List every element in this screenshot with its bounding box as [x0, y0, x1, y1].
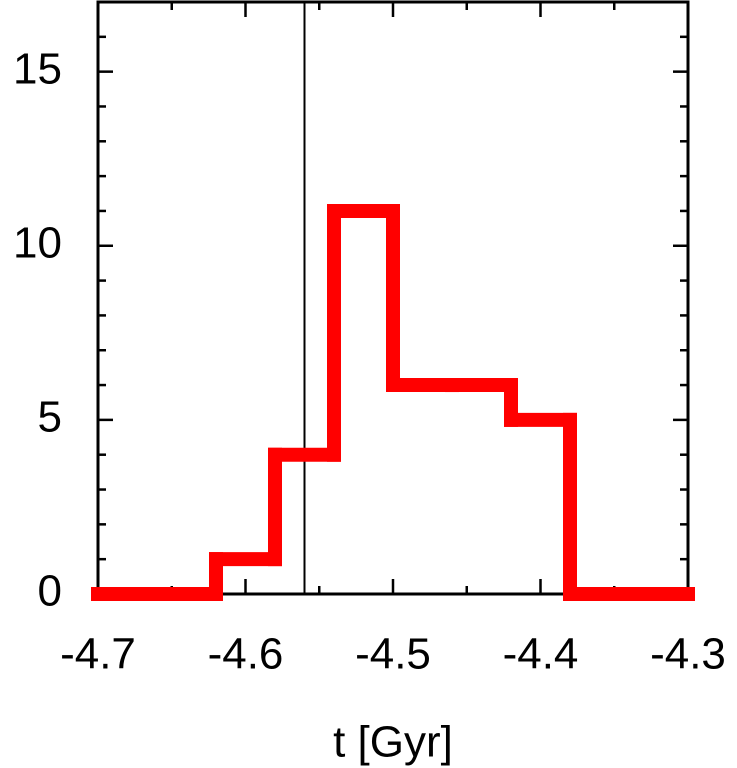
- plot-frame: [96, 0, 690, 596]
- x-tick-label: -4.5: [355, 630, 431, 679]
- x-tick-label: -4.3: [650, 630, 726, 679]
- x-tick-label: -4.4: [503, 630, 579, 679]
- x-axis-label: t [Gyr]: [333, 718, 453, 767]
- y-tick-label: 0: [38, 567, 62, 616]
- y-tick-label: 15: [13, 44, 62, 93]
- y-tick-label: 5: [38, 393, 62, 442]
- x-tick-label: -4.7: [60, 630, 136, 679]
- x-tick-label: -4.6: [208, 630, 284, 679]
- y-tick-label: 10: [13, 218, 62, 267]
